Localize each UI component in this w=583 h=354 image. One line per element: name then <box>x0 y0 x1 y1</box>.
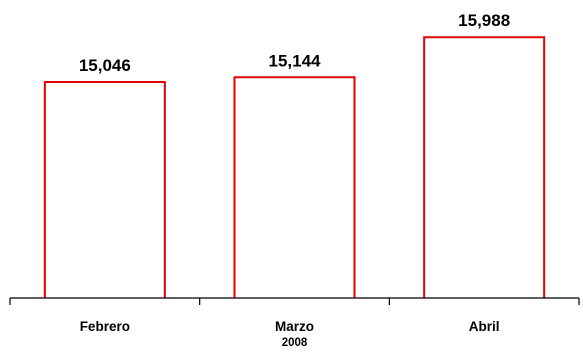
bar-abril <box>423 36 546 298</box>
data-labels: 15,046 15,144 15,988 <box>79 11 510 75</box>
category-label-abril: Abril <box>469 319 500 334</box>
bars <box>43 36 546 298</box>
data-label-febrero: 15,046 <box>79 56 131 75</box>
category-label-marzo: Marzo <box>275 319 314 334</box>
category-label-febrero: Febrero <box>80 319 130 334</box>
data-label-marzo: 15,144 <box>269 51 322 70</box>
bar-marzo <box>233 76 356 298</box>
category-labels: Febrero Marzo 2008 Abril <box>80 319 500 349</box>
bar-febrero <box>43 80 166 298</box>
x-axis <box>9 297 580 305</box>
category-sublabel-marzo: 2008 <box>282 337 308 349</box>
data-label-abril: 15,988 <box>458 11 510 30</box>
